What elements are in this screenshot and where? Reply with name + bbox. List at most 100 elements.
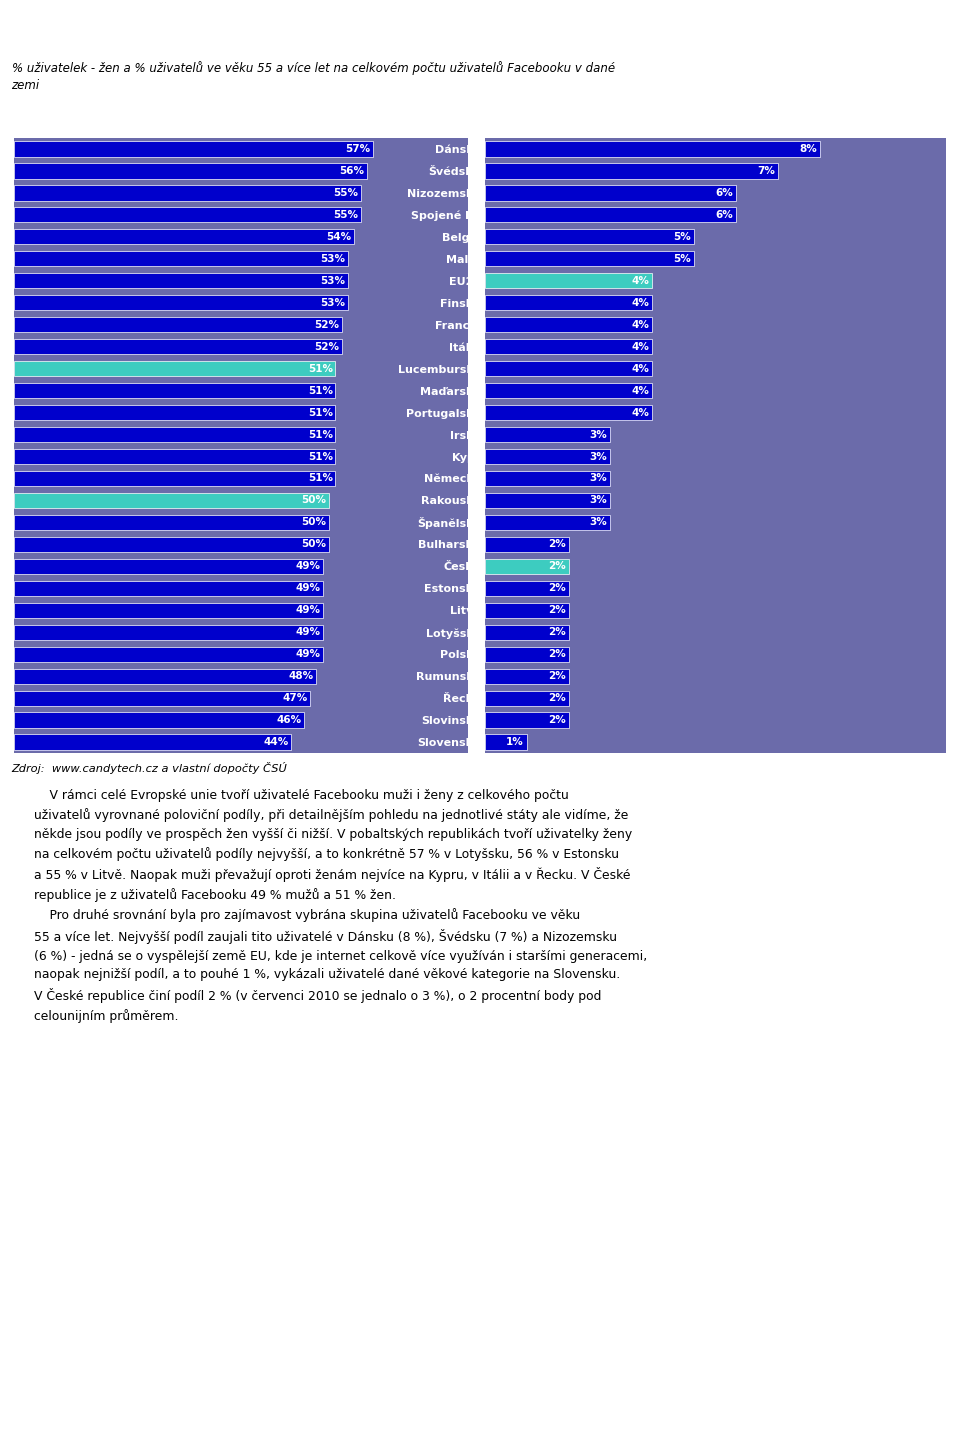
Text: 52%: 52% bbox=[314, 320, 339, 330]
Text: 51%: 51% bbox=[308, 429, 333, 439]
Bar bbox=[485, 515, 611, 531]
Bar bbox=[485, 207, 736, 223]
Bar bbox=[485, 470, 611, 486]
Bar bbox=[14, 735, 291, 749]
Bar bbox=[485, 646, 568, 662]
Bar bbox=[485, 252, 694, 266]
Bar bbox=[485, 691, 568, 706]
Text: 3%: 3% bbox=[589, 452, 608, 462]
Bar bbox=[485, 581, 568, 596]
Bar bbox=[14, 295, 348, 310]
Text: 49%: 49% bbox=[296, 605, 321, 615]
Text: 4%: 4% bbox=[632, 342, 649, 352]
Text: 53%: 53% bbox=[321, 276, 346, 286]
Bar bbox=[14, 515, 329, 531]
Text: 51%: 51% bbox=[308, 408, 333, 418]
Bar bbox=[14, 317, 342, 332]
Text: 2%: 2% bbox=[548, 649, 565, 659]
Bar bbox=[14, 625, 323, 641]
Bar bbox=[485, 712, 568, 728]
Text: 5%: 5% bbox=[674, 253, 691, 263]
Text: 46%: 46% bbox=[276, 715, 301, 725]
Text: 6%: 6% bbox=[715, 210, 733, 220]
Bar bbox=[485, 625, 568, 641]
Text: 2%: 2% bbox=[548, 539, 565, 549]
Text: 48%: 48% bbox=[289, 671, 314, 681]
Text: 5%: 5% bbox=[674, 232, 691, 242]
Text: 55%: 55% bbox=[333, 187, 358, 197]
Text: 2%: 2% bbox=[548, 605, 565, 615]
Bar bbox=[485, 295, 653, 310]
Text: 3%: 3% bbox=[589, 495, 608, 505]
Bar bbox=[485, 449, 611, 465]
Bar bbox=[14, 383, 335, 399]
Text: 2%: 2% bbox=[548, 562, 565, 572]
Bar bbox=[14, 691, 310, 706]
Bar bbox=[14, 712, 304, 728]
Text: 54%: 54% bbox=[326, 232, 351, 242]
Text: 2%: 2% bbox=[548, 671, 565, 681]
Bar bbox=[14, 449, 335, 465]
Text: 50%: 50% bbox=[301, 539, 326, 549]
Bar bbox=[485, 184, 736, 200]
Bar bbox=[14, 470, 335, 486]
Text: 6%: 6% bbox=[715, 187, 733, 197]
Text: 4%: 4% bbox=[632, 297, 649, 307]
Bar bbox=[14, 493, 329, 508]
Bar bbox=[14, 602, 323, 618]
Text: 49%: 49% bbox=[296, 562, 321, 572]
Text: 2%: 2% bbox=[548, 583, 565, 593]
Text: 51%: 51% bbox=[308, 473, 333, 483]
Text: 50%: 50% bbox=[301, 518, 326, 528]
Text: 49%: 49% bbox=[296, 628, 321, 638]
Text: 3%: 3% bbox=[589, 473, 608, 483]
Text: % uživ. ve věku 55 a více let: % uživ. ve věku 55 a více let bbox=[758, 117, 946, 130]
Bar bbox=[14, 405, 335, 420]
Text: 53%: 53% bbox=[321, 253, 346, 263]
Bar bbox=[485, 602, 568, 618]
Bar bbox=[485, 669, 568, 684]
Bar bbox=[485, 383, 653, 399]
Text: % uživatelek - žen a % uživatelů ve věku 55 a více let na celkovém počtu uživate: % uživatelek - žen a % uživatelů ve věku… bbox=[12, 61, 614, 92]
Bar bbox=[14, 646, 323, 662]
Bar bbox=[14, 426, 335, 442]
Text: 53%: 53% bbox=[321, 297, 346, 307]
Bar bbox=[485, 317, 653, 332]
Bar bbox=[14, 207, 361, 223]
Bar bbox=[485, 273, 653, 289]
Text: 50%: 50% bbox=[301, 495, 326, 505]
Text: 4%: 4% bbox=[632, 363, 649, 373]
Bar bbox=[14, 669, 317, 684]
Text: 52%: 52% bbox=[314, 342, 339, 352]
Text: 51%: 51% bbox=[308, 452, 333, 462]
Text: 4%: 4% bbox=[632, 320, 649, 330]
Bar bbox=[485, 360, 653, 376]
Text: 4%: 4% bbox=[632, 386, 649, 396]
Bar bbox=[14, 339, 342, 355]
Bar bbox=[14, 163, 367, 179]
Text: 8%: 8% bbox=[800, 144, 817, 154]
Text: 3%: 3% bbox=[589, 429, 608, 439]
Text: 51%: 51% bbox=[308, 386, 333, 396]
Bar bbox=[485, 426, 611, 442]
Text: % žen: % žen bbox=[428, 117, 468, 130]
Bar bbox=[485, 735, 527, 749]
Bar bbox=[485, 559, 568, 573]
Bar bbox=[485, 339, 653, 355]
Bar bbox=[14, 559, 323, 573]
Text: Zdroj:  www.candytech.cz a vlastní dopočty ČSÚ: Zdroj: www.candytech.cz a vlastní dopočt… bbox=[12, 762, 287, 774]
Text: 55%: 55% bbox=[333, 210, 358, 220]
Text: 4%: 4% bbox=[632, 276, 649, 286]
Bar bbox=[14, 360, 335, 376]
Bar bbox=[485, 493, 611, 508]
Bar bbox=[14, 184, 361, 200]
Text: V rámci celé Evropské unie tvoří uživatelé Facebooku muži i ženy z celkového poč: V rámci celé Evropské unie tvoří uživate… bbox=[34, 789, 647, 1022]
Bar bbox=[485, 536, 568, 552]
Text: 44%: 44% bbox=[264, 736, 289, 746]
Text: 2%: 2% bbox=[548, 715, 565, 725]
Text: 1%: 1% bbox=[506, 736, 524, 746]
Text: 56%: 56% bbox=[339, 166, 364, 176]
Bar bbox=[14, 252, 348, 266]
Text: 47%: 47% bbox=[282, 694, 307, 704]
Text: 2%: 2% bbox=[548, 628, 565, 638]
